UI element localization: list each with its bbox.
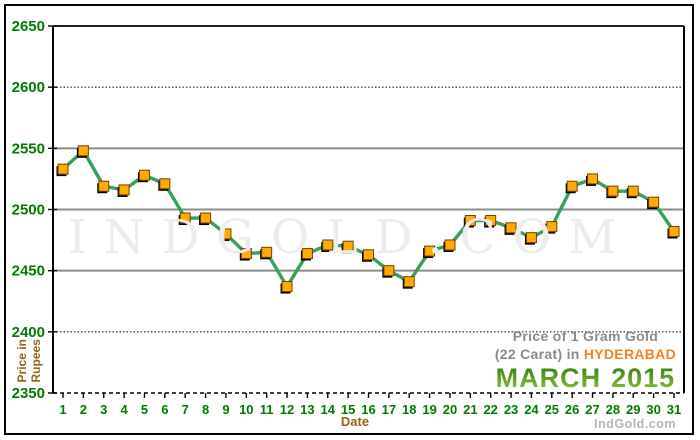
svg-text:2350: 2350 <box>12 385 45 402</box>
city-name: HYDERABAD <box>583 346 676 362</box>
svg-text:12: 12 <box>280 402 294 417</box>
data-point <box>76 145 89 158</box>
svg-text:2600: 2600 <box>12 79 45 96</box>
price-line <box>61 149 676 289</box>
data-point <box>341 240 354 254</box>
data-point <box>423 245 436 259</box>
svg-text:6: 6 <box>161 402 168 417</box>
axis-ticks <box>48 25 675 398</box>
data-point <box>402 276 415 289</box>
data-point <box>463 215 476 228</box>
x-axis-title: Date <box>340 414 370 429</box>
year-label: 2015 <box>611 363 676 393</box>
svg-text:18: 18 <box>402 402 416 417</box>
svg-text:2550: 2550 <box>12 140 45 157</box>
data-point <box>137 169 150 183</box>
data-point <box>117 184 130 197</box>
data-point <box>158 178 171 191</box>
svg-text:17: 17 <box>382 402 396 417</box>
data-point <box>504 222 517 235</box>
svg-text:19: 19 <box>422 402 436 417</box>
data-point <box>260 246 273 260</box>
svg-text:20: 20 <box>443 402 457 417</box>
svg-text:15: 15 <box>341 402 355 417</box>
svg-text:10: 10 <box>239 402 253 417</box>
data-point <box>280 281 293 294</box>
svg-text:16: 16 <box>361 402 375 417</box>
svg-text:28: 28 <box>606 402 620 417</box>
data-points <box>56 145 680 294</box>
data-point <box>626 185 639 199</box>
svg-text:14: 14 <box>321 402 336 417</box>
svg-text:2400: 2400 <box>12 324 45 341</box>
data-point <box>56 163 69 177</box>
y-axis-labels: 2350 2400 2450 2500 2550 2600 2650 <box>12 18 45 402</box>
svg-text:11: 11 <box>260 402 274 417</box>
data-point <box>321 239 334 252</box>
month-name: MARCH <box>495 363 602 393</box>
svg-text:31: 31 <box>667 402 681 417</box>
title-line2: (22 Carat) in HYDERABAD <box>495 346 676 362</box>
data-point <box>565 180 578 194</box>
y-axis-title: Price in Rupees <box>15 332 44 390</box>
site-credit: IndGold.com <box>594 417 676 431</box>
data-point <box>97 180 110 194</box>
svg-text:27: 27 <box>585 402 599 417</box>
svg-text:7: 7 <box>182 402 189 417</box>
y-axis-title-line2: Rupees <box>29 339 43 383</box>
svg-text:2: 2 <box>80 402 87 417</box>
svg-text:21: 21 <box>463 402 477 417</box>
data-point <box>586 173 599 186</box>
svg-text:24: 24 <box>524 402 539 417</box>
svg-text:5: 5 <box>141 402 148 417</box>
data-point <box>606 185 619 199</box>
title-month-year: MARCH 2015 <box>495 363 676 394</box>
svg-text:1: 1 <box>59 402 66 417</box>
data-point <box>647 196 660 210</box>
title-line1: Price of 1 Gram Gold <box>512 328 659 344</box>
title-line2-prefix: (22 Carat) in <box>494 346 580 362</box>
data-point <box>443 239 456 252</box>
data-point <box>484 215 497 228</box>
data-point <box>178 212 191 226</box>
x-axis-labels: 1 2 3 4 5 6 7 8 9 10 11 12 13 14 15 16 17 18 19 20 21 22 23 24 2… <box>59 402 681 417</box>
chart-title-block: Price of 1 Gram Gold (22 Carat) in HYDER… <box>495 328 676 394</box>
svg-text:3: 3 <box>100 402 107 417</box>
svg-text:30: 30 <box>646 402 660 417</box>
svg-text:2450: 2450 <box>12 263 45 280</box>
svg-text:23: 23 <box>504 402 518 417</box>
svg-text:2500: 2500 <box>12 202 45 219</box>
image-border <box>4 4 694 435</box>
svg-text:13: 13 <box>300 402 314 417</box>
svg-text:4: 4 <box>120 402 128 417</box>
data-point <box>300 248 313 261</box>
svg-text:8: 8 <box>202 402 209 417</box>
data-point <box>199 212 212 226</box>
data-point <box>382 265 395 278</box>
y-gridlines <box>53 86 684 394</box>
svg-text:22: 22 <box>483 402 497 417</box>
data-point <box>524 232 537 245</box>
svg-text:29: 29 <box>626 402 640 417</box>
svg-text:9: 9 <box>222 402 229 417</box>
data-point <box>362 249 374 262</box>
data-point <box>239 248 252 261</box>
data-point <box>667 226 680 239</box>
svg-text:2650: 2650 <box>12 18 45 35</box>
data-point <box>545 221 558 234</box>
data-point <box>219 228 232 241</box>
svg-text:26: 26 <box>565 402 579 417</box>
y-axis-title-line1: Price in <box>15 339 30 383</box>
svg-text:25: 25 <box>545 402 559 417</box>
